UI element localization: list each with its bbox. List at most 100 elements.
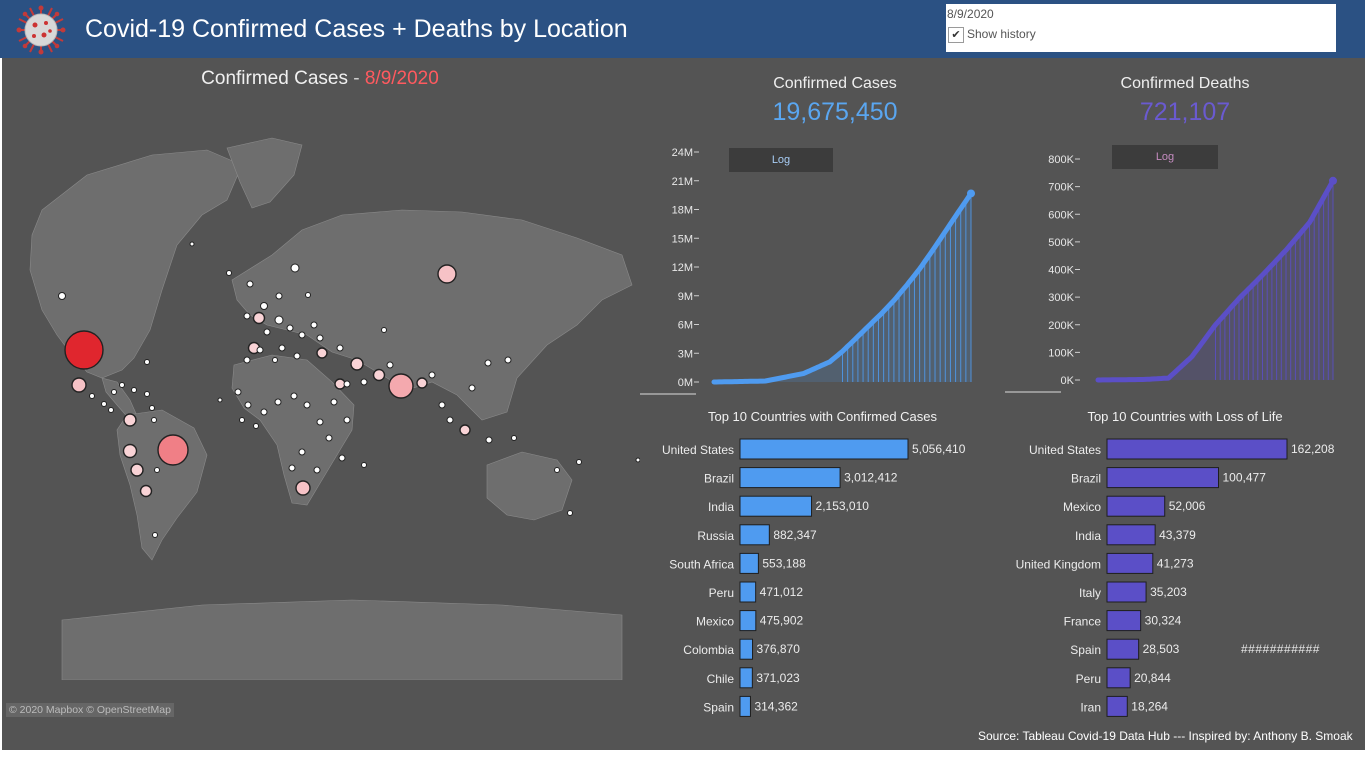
y-tick-label: 400K [1048, 265, 1074, 277]
series-end-point [1329, 176, 1337, 185]
landmass-south-america [116, 409, 208, 561]
bar [739, 524, 770, 546]
dashboard-title: Covid-19 Confirmed Cases + Deaths by Loc… [85, 15, 628, 43]
bar-value-label: 30,324 [1145, 614, 1182, 628]
bar [739, 467, 841, 489]
kpi-deaths-value: 721,107 [1139, 98, 1231, 126]
kpi-cases-label: Confirmed Cases [773, 75, 897, 92]
y-tick-label: 18M [672, 205, 693, 217]
map-marker-south-africa [295, 480, 311, 496]
map-marker-colombia [123, 413, 137, 427]
deaths-area-chart: 0K 100K 200K 300K 400K 500K 600K 700K 800K [1005, 154, 1337, 393]
bar-category-label: Spain [703, 700, 734, 714]
bar-value-label: 41,273 [1157, 556, 1194, 570]
cases-area-chart: 0M 3M 6M 9M 12M 15M 18M 21M 24M [640, 147, 975, 395]
bar-value-label: 376,870 [757, 642, 801, 656]
y-tick-label: 700K [1048, 182, 1074, 194]
map-attribution[interactable]: © 2020 Mapbox © OpenStreetMap [6, 703, 174, 717]
cases-bar-chart-title: Top 10 Countries with Confirmed Cases [707, 409, 938, 424]
bar-value-label: 882,347 [773, 528, 817, 542]
date-filter-value[interactable]: 8/9/2020 [947, 7, 994, 21]
bar-category-label: United States [662, 443, 734, 457]
map-title-separator: - [347, 68, 365, 89]
map-title-text: Confirmed Cases [201, 68, 348, 89]
y-tick-label: 6M [678, 320, 693, 332]
world-map[interactable] [2, 120, 640, 680]
overflow-placeholder-text: ########### [1241, 642, 1320, 656]
map-title: Confirmed Cases - 8/9/2020 [0, 68, 640, 90]
bar-value-label: 3,012,412 [844, 471, 898, 485]
bar [739, 552, 759, 574]
y-tick-label: 500K [1048, 237, 1074, 249]
deaths-log-toggle-button[interactable]: Log [1112, 145, 1218, 169]
y-tick-label: 300K [1048, 292, 1074, 304]
y-tick-label: 0M [678, 377, 693, 389]
map-marker-iran [350, 357, 364, 371]
bar-category-label: Colombia [683, 643, 734, 657]
y-tick-label: 100K [1048, 347, 1074, 359]
bar-value-label: 43,379 [1159, 528, 1196, 542]
bar-category-label: Italy [1079, 586, 1101, 600]
bar-value-label: 100,477 [1222, 471, 1266, 485]
bar [1106, 638, 1140, 660]
footer-strip [0, 750, 1365, 767]
bar [1106, 695, 1128, 717]
bar-value-label: 471,012 [760, 585, 804, 599]
bar-category-label: Chile [707, 672, 735, 686]
bar-category-label: Mexico [696, 615, 734, 629]
bar-value-label: 475,902 [760, 614, 804, 628]
series-line [711, 190, 974, 385]
bar [739, 610, 757, 632]
bar [739, 638, 754, 660]
map-marker-brazil [157, 434, 189, 466]
map-marker-argentina [139, 484, 153, 498]
map-title-date: 8/9/2020 [364, 68, 439, 89]
map-marker-united-states [64, 330, 104, 370]
landmass-australia [486, 451, 573, 521]
y-tick-label: 9M [678, 291, 693, 303]
bar-category-label: Brazil [1071, 472, 1101, 486]
bar-value-label: 28,503 [1143, 642, 1180, 656]
bar-category-label: Spain [1070, 643, 1101, 657]
bar-value-label: 35,203 [1150, 585, 1187, 599]
map-marker-russia [437, 264, 457, 284]
show-history-label: Show history [967, 27, 1036, 41]
bar [1106, 467, 1219, 489]
bar-value-label: 2,153,010 [816, 499, 870, 513]
bar [1106, 667, 1131, 689]
bar-category-label: South Africa [669, 557, 734, 571]
map-marker-indonesia [459, 424, 471, 436]
y-tick-label: 24M [672, 147, 693, 159]
bar-value-label: 18,264 [1131, 699, 1168, 713]
landmass-africa [231, 354, 355, 506]
landmass-antarctica [61, 599, 623, 680]
date-filter-panel [946, 4, 1336, 52]
bar [739, 695, 751, 717]
cases-log-toggle-button[interactable]: Log [729, 148, 833, 172]
bar [739, 581, 757, 603]
landmass-eurasia [231, 209, 633, 421]
bar-value-label: 52,006 [1169, 499, 1206, 513]
bar [1106, 495, 1166, 517]
show-history-checkbox[interactable]: ✔ [948, 27, 964, 43]
source-credit: Source: Tableau Covid-19 Data Hub --- In… [978, 729, 1353, 743]
map-marker-mexico [71, 377, 87, 393]
bar-value-label: 162,208 [1291, 442, 1335, 456]
map-marker-pakistan [372, 368, 386, 382]
bar-category-label: India [708, 500, 734, 514]
bar-category-label: United States [1029, 443, 1101, 457]
bar-category-label: Iran [1080, 700, 1101, 714]
map-marker-chile [130, 463, 144, 477]
y-tick-label: 600K [1048, 209, 1074, 221]
bar [1106, 552, 1154, 574]
bar-category-label: India [1075, 529, 1101, 543]
bar-value-label: 553,188 [762, 556, 806, 570]
y-tick-label: 3M [678, 348, 693, 360]
bar-value-label: 5,056,410 [912, 442, 966, 456]
bar [739, 438, 909, 460]
area-fill [714, 193, 971, 382]
y-tick-label: 15M [672, 233, 693, 245]
landmass-greenland [226, 137, 303, 209]
y-tick-label: 800K [1048, 154, 1074, 166]
kpi-cases-value: 19,675,450 [772, 98, 898, 126]
